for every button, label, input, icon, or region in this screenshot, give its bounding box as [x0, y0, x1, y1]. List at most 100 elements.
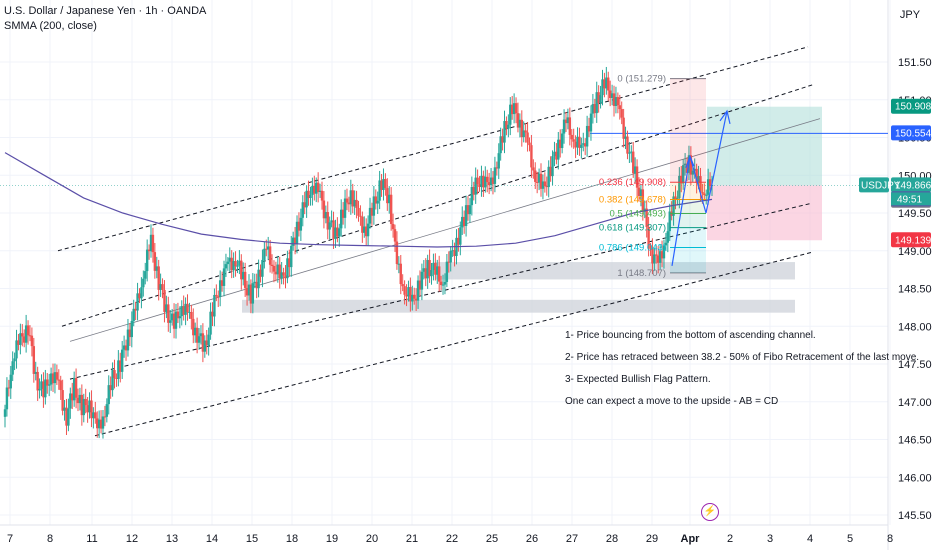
symbol-tag: USDJPY — [859, 177, 901, 193]
candle-body — [626, 136, 629, 154]
candle-body — [21, 333, 24, 337]
candle-body — [34, 371, 37, 374]
candle-body — [678, 175, 681, 199]
candle-body — [142, 278, 145, 288]
time-axis[interactable]: 7 8 11 12 13 14 15 18 19 20 21 22 25 26 27 28 29 Apr 2 3 4 5 8 — [7, 533, 893, 545]
y-tick-label: 146.000 — [898, 472, 932, 484]
candle-body — [449, 250, 452, 263]
stop-zone — [707, 185, 822, 241]
symbol-title[interactable]: U.S. Dollar / Japanese Yen · 1h · OANDA — [4, 5, 207, 17]
fib-level-label: 0.786 (149.043) — [599, 243, 666, 254]
candle-body — [632, 151, 635, 174]
candle-body — [557, 139, 560, 160]
candle-body — [386, 188, 389, 204]
candle-body — [510, 104, 514, 115]
candle-body — [313, 185, 316, 194]
candle-body — [495, 167, 499, 169]
candle-body — [278, 264, 281, 279]
x-tick-label: 8 — [47, 533, 53, 545]
candle-body — [491, 177, 495, 184]
candle-body — [69, 393, 72, 409]
x-tick-label: 25 — [486, 533, 498, 545]
x-tick-label: 7 — [7, 533, 13, 545]
candle-body — [388, 194, 391, 204]
candle-body — [138, 293, 141, 299]
candle-body — [57, 379, 60, 381]
candle-body — [338, 228, 341, 237]
candle-body — [518, 119, 522, 128]
indicator-legend[interactable]: SMMA (200, close) — [4, 20, 97, 32]
candle-body — [299, 217, 303, 231]
candle-body — [428, 259, 431, 277]
arrow-head-1 — [685, 154, 695, 168]
candle-body — [211, 311, 214, 317]
candle-body — [193, 327, 197, 336]
candle-body — [63, 407, 66, 411]
candle-body — [80, 394, 84, 416]
candle-body — [226, 261, 230, 265]
candle-body — [378, 180, 381, 201]
candle-body — [228, 257, 231, 262]
candle-body — [249, 284, 253, 304]
candle-body — [268, 246, 272, 265]
candle-body — [599, 95, 602, 104]
candle-body — [553, 151, 556, 157]
candle-body — [382, 179, 385, 190]
candle-body — [238, 260, 241, 266]
candle-body — [486, 176, 489, 183]
candle-body — [564, 119, 568, 124]
candle-body — [595, 92, 598, 114]
x-tick-label: 21 — [406, 533, 418, 545]
channel-mid-dashed — [69, 202, 813, 380]
countdown-tag: 49:51 — [891, 192, 931, 206]
candle-body — [376, 200, 379, 204]
price-label-bg — [891, 125, 931, 141]
candle-body — [389, 194, 393, 224]
candle-body — [222, 268, 226, 286]
candle-body — [88, 400, 91, 413]
candle-body — [11, 361, 14, 375]
candle-body — [128, 329, 132, 338]
candle-body — [355, 199, 358, 208]
candle-body — [332, 220, 335, 239]
candle-body — [122, 345, 126, 350]
candle-body — [13, 358, 16, 362]
candle-body — [149, 234, 153, 252]
candle-body — [603, 79, 606, 89]
candle-body — [405, 294, 408, 297]
candle-body — [26, 325, 30, 336]
candle-body — [209, 311, 212, 335]
candle-body — [601, 79, 604, 96]
x-tick-label: 20 — [366, 533, 378, 545]
candle-body — [343, 198, 347, 218]
lightning-icon[interactable]: ⚡ — [701, 503, 719, 521]
support-zone-upper — [435, 262, 795, 280]
candle-body — [340, 209, 343, 229]
candle-body — [46, 379, 49, 386]
candle-body — [44, 379, 47, 398]
candle-body — [653, 254, 656, 264]
candle-body — [680, 175, 683, 184]
candle-body — [566, 117, 570, 124]
price-label-bg — [891, 98, 931, 114]
support-zone-lower — [242, 299, 795, 313]
candle-body — [493, 167, 497, 184]
candle-body — [457, 237, 460, 245]
candle-body — [549, 166, 552, 177]
candle-body — [351, 190, 354, 207]
currency-label[interactable]: JPY — [899, 9, 921, 21]
candle-body — [701, 192, 704, 194]
x-tick-label: 14 — [206, 533, 218, 545]
candle-body — [478, 184, 481, 188]
candle-body — [526, 132, 529, 143]
candle-body — [461, 216, 464, 228]
fib-level-label: 0.382 (149.678) — [599, 195, 666, 206]
candle-body — [443, 281, 447, 285]
candle-body — [516, 113, 520, 128]
candle-body — [274, 271, 278, 275]
x-tick-label: 2 — [727, 533, 733, 545]
candle-body — [441, 284, 445, 286]
x-tick-label: 22 — [446, 533, 458, 545]
candle-body — [172, 313, 176, 329]
